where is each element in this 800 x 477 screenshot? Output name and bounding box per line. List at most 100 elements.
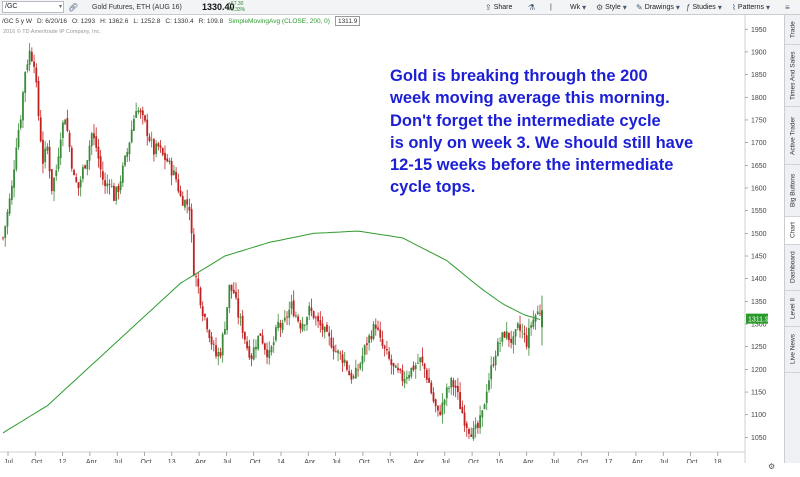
candle-body <box>106 183 109 187</box>
candle-body <box>488 380 490 390</box>
candle-body <box>192 234 195 276</box>
candle-body <box>8 198 11 214</box>
x-tick-label: Apr <box>195 459 207 463</box>
x-tick-label: Jul <box>550 459 559 463</box>
tab-trade[interactable]: Trade <box>785 15 800 45</box>
candle-body <box>181 196 184 206</box>
candle-body <box>4 226 7 238</box>
tab-level-ii[interactable]: Level II <box>785 291 800 327</box>
tab-big-buttons[interactable]: Big Buttons <box>785 165 800 217</box>
candle-body <box>168 160 171 163</box>
candle-body <box>332 345 335 352</box>
candle-body <box>184 200 186 208</box>
symbol-input[interactable]: /GC ▾ <box>2 1 64 13</box>
candle-body <box>99 156 102 170</box>
candle-body <box>270 346 273 353</box>
chevron-down-icon[interactable]: ▾ <box>58 4 62 10</box>
x-tick-label: Oct <box>577 459 588 463</box>
tab-active-trader[interactable]: Active Trader <box>785 107 800 165</box>
candle-body <box>119 181 122 191</box>
candle-body <box>53 177 55 192</box>
studies-label: Studies <box>692 4 716 11</box>
candle-body <box>359 363 362 369</box>
candle-body <box>432 392 435 402</box>
tab-dashboard[interactable]: Dashboard <box>785 245 800 291</box>
candle-body <box>15 147 18 170</box>
candle-body <box>2 237 4 239</box>
drawings-button[interactable]: ✎ Drawings ▾ <box>636 0 680 15</box>
candle-body <box>472 427 475 439</box>
top-toolbar: /GC ▾ 🔗︎ Gold Futures, ETH (AUG 16) 1330… <box>0 0 800 15</box>
style-button[interactable]: ⚙ Style ▾ <box>596 0 627 15</box>
candle-body <box>277 321 280 329</box>
studies-button[interactable]: ƒ Studies ▾ <box>686 0 722 15</box>
candle-body <box>212 343 215 345</box>
patterns-button[interactable]: ⌇ Patterns ▾ <box>732 0 770 15</box>
settings-icon[interactable]: ⚙ <box>768 462 776 471</box>
timeframe-button[interactable]: Wk ▾ <box>570 0 586 15</box>
candle-body <box>221 334 224 356</box>
candle-body <box>90 133 93 147</box>
candle-body <box>508 332 510 341</box>
link-icon[interactable]: 🔗︎ <box>68 3 79 12</box>
candle-body <box>439 411 442 415</box>
candle-body <box>385 349 388 351</box>
candle-body <box>50 169 53 191</box>
candle-body <box>88 145 91 161</box>
share-label: Share <box>493 4 513 11</box>
sma-study-label[interactable]: SimpleMovingAvg (CLOSE, 200, 0) <box>228 18 330 25</box>
flask-icon[interactable]: ⚗ <box>528 3 536 12</box>
candle-body <box>128 142 131 155</box>
candle-body <box>470 434 473 437</box>
tab-times-and-sales[interactable]: Times And Sales <box>785 45 800 107</box>
candle-body <box>330 337 333 348</box>
chevron-down-icon: ▾ <box>582 3 587 12</box>
candle-body <box>430 382 433 394</box>
candle-body <box>530 325 533 328</box>
candle-body <box>494 355 497 366</box>
candle-body <box>394 365 397 368</box>
candle-body <box>541 310 543 328</box>
chart-annotation: Gold is breaking through the 200 week mo… <box>390 65 745 199</box>
y-tick-label: 1600 <box>751 185 767 192</box>
candle-body <box>514 329 517 337</box>
candle-body <box>224 329 226 335</box>
candle-body <box>408 375 410 379</box>
candle-body <box>292 300 295 317</box>
pencil-icon: ✎ <box>636 3 643 12</box>
candle-body <box>146 119 149 136</box>
annotation-line: Gold is breaking through the 200 <box>390 67 648 85</box>
candle-body <box>37 80 40 117</box>
candle-body <box>155 143 158 155</box>
candle-body <box>250 355 253 360</box>
candle-body <box>28 50 31 65</box>
price-chart[interactable]: 1050 1100 1150 1200 1250 1300 1350 1400 1450 1500… <box>0 15 784 463</box>
candle-body <box>208 330 211 339</box>
x-tick-label: Apr <box>632 459 644 463</box>
x-tick-label: Oct <box>687 459 698 463</box>
candle-body <box>230 284 233 291</box>
candle-body <box>137 110 140 113</box>
change-percent: +5.33% <box>228 7 246 13</box>
menu-icon[interactable]: ≡ <box>785 3 790 12</box>
candle-body <box>259 333 262 336</box>
candle-body <box>217 352 220 357</box>
candle-body <box>248 346 251 358</box>
share-button[interactable]: ⇪ Share <box>485 0 512 15</box>
symbol-period: /GC 5 y W <box>2 18 32 25</box>
candle-body <box>399 369 402 371</box>
candle-body <box>512 336 515 345</box>
y-tick-label: 1700 <box>751 140 767 147</box>
candle-body <box>314 317 317 319</box>
symbol-input-value: /GC <box>5 3 18 10</box>
x-tick-label: 18 <box>714 459 722 463</box>
candle-body <box>232 289 235 294</box>
chevron-down-icon: ▾ <box>765 3 770 12</box>
y-tick-label: 1300 <box>751 322 767 329</box>
tab-chart[interactable]: Chart <box>785 217 800 245</box>
candle-body <box>195 276 197 278</box>
tab-live-news[interactable]: Live News <box>785 327 800 373</box>
candle-body <box>275 327 277 341</box>
candle-body <box>352 376 355 378</box>
candle-body <box>241 315 244 333</box>
